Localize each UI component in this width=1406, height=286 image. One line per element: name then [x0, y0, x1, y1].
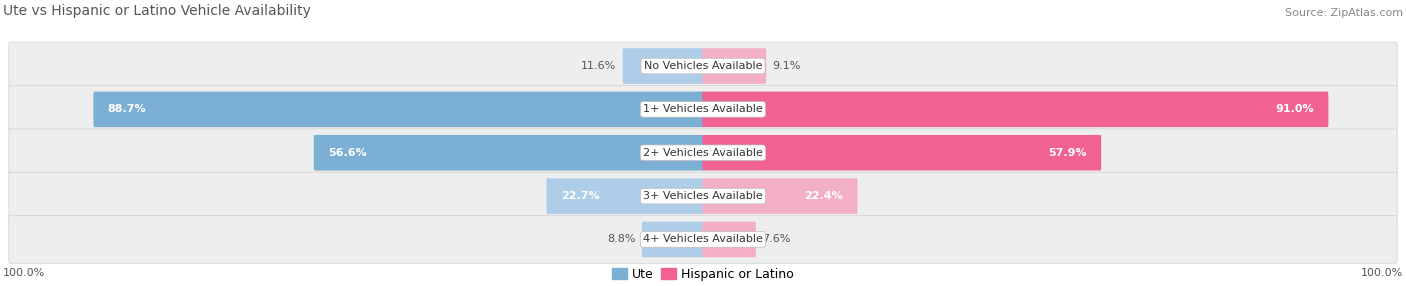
Text: 100.0%: 100.0% [1361, 268, 1403, 278]
FancyBboxPatch shape [8, 172, 1398, 220]
FancyBboxPatch shape [93, 92, 703, 127]
FancyBboxPatch shape [703, 178, 858, 214]
FancyBboxPatch shape [314, 135, 703, 170]
Text: 11.6%: 11.6% [581, 61, 616, 71]
Text: Source: ZipAtlas.com: Source: ZipAtlas.com [1285, 8, 1403, 18]
Text: 57.9%: 57.9% [1047, 148, 1087, 158]
FancyBboxPatch shape [703, 48, 766, 84]
Text: 2+ Vehicles Available: 2+ Vehicles Available [643, 148, 763, 158]
Text: 22.7%: 22.7% [561, 191, 599, 201]
FancyBboxPatch shape [547, 178, 703, 214]
FancyBboxPatch shape [703, 92, 1329, 127]
FancyBboxPatch shape [8, 42, 1398, 90]
FancyBboxPatch shape [643, 222, 703, 257]
Text: 91.0%: 91.0% [1275, 104, 1315, 114]
Legend: Ute, Hispanic or Latino: Ute, Hispanic or Latino [607, 263, 799, 286]
Text: 8.8%: 8.8% [607, 235, 636, 245]
Text: 56.6%: 56.6% [328, 148, 367, 158]
FancyBboxPatch shape [703, 135, 1101, 170]
Text: 9.1%: 9.1% [772, 61, 800, 71]
FancyBboxPatch shape [8, 86, 1398, 133]
Text: 1+ Vehicles Available: 1+ Vehicles Available [643, 104, 763, 114]
Text: 88.7%: 88.7% [108, 104, 146, 114]
Text: 3+ Vehicles Available: 3+ Vehicles Available [643, 191, 763, 201]
Text: 4+ Vehicles Available: 4+ Vehicles Available [643, 235, 763, 245]
Text: 22.4%: 22.4% [804, 191, 844, 201]
Text: No Vehicles Available: No Vehicles Available [644, 61, 762, 71]
FancyBboxPatch shape [8, 129, 1398, 176]
Text: Ute vs Hispanic or Latino Vehicle Availability: Ute vs Hispanic or Latino Vehicle Availa… [3, 4, 311, 18]
FancyBboxPatch shape [8, 216, 1398, 263]
Text: 7.6%: 7.6% [762, 235, 790, 245]
Text: 100.0%: 100.0% [3, 268, 45, 278]
FancyBboxPatch shape [623, 48, 703, 84]
FancyBboxPatch shape [703, 222, 756, 257]
